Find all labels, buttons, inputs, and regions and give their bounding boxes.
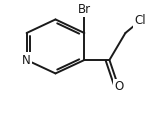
Text: O: O (114, 81, 123, 93)
Text: Br: Br (78, 3, 91, 16)
Text: Cl: Cl (134, 15, 146, 27)
Text: N: N (22, 54, 31, 66)
